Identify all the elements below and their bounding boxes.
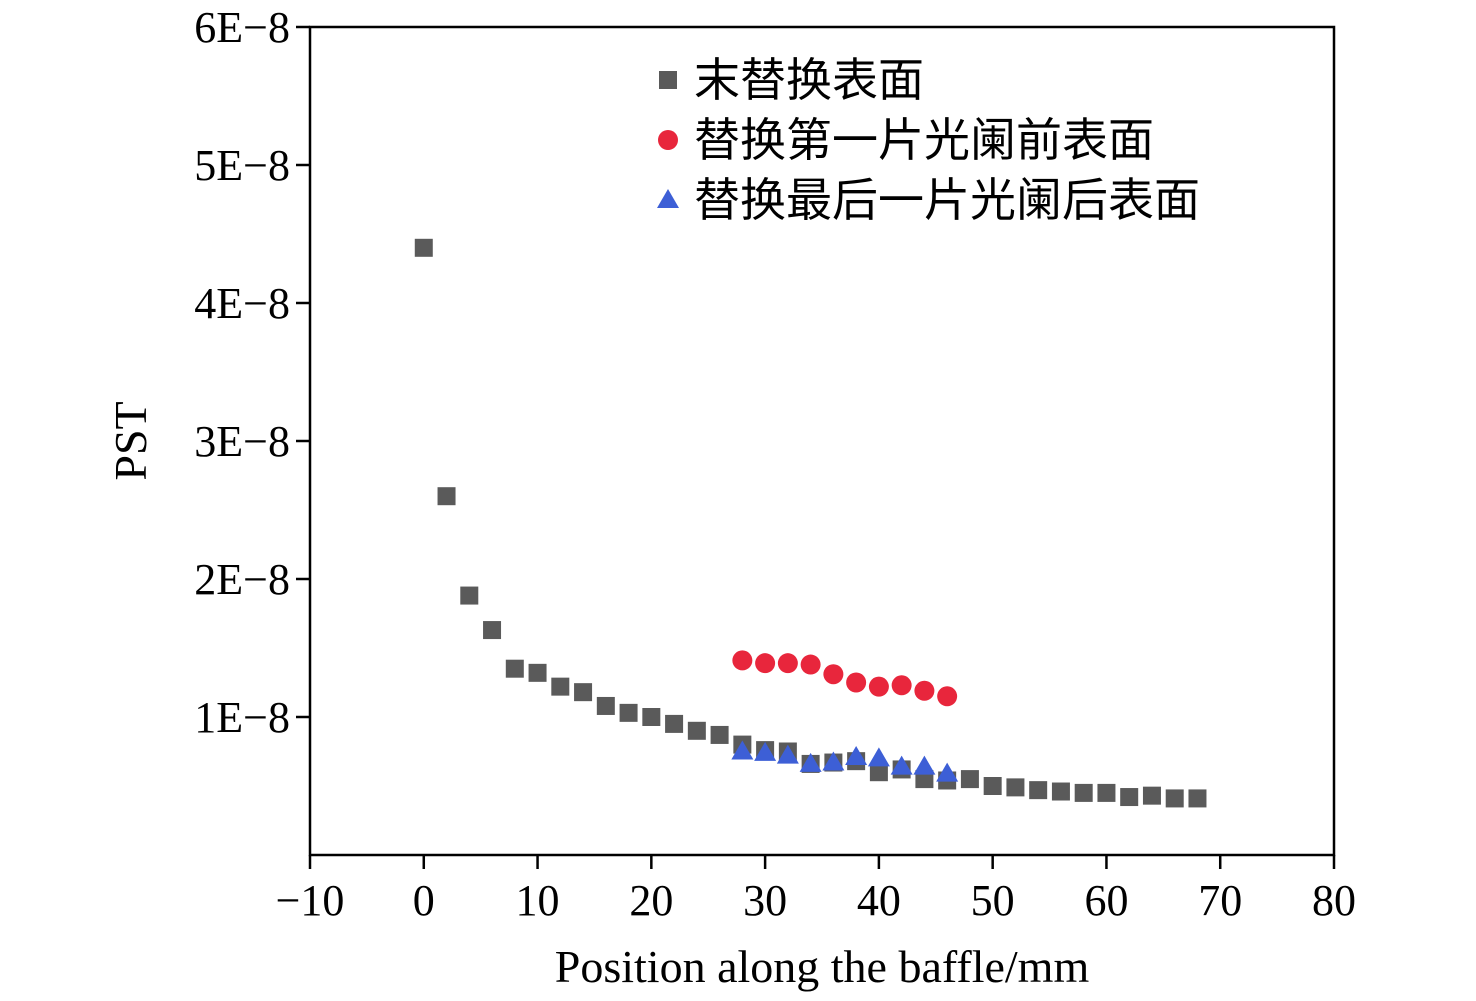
y-axis-ticks: 1E−8 2E−8 3E−8 4E−8 5E−8 6E−8: [194, 3, 310, 742]
series-1: [414, 238, 1207, 808]
y-tick-label: 6E−8: [194, 3, 290, 52]
square-point: [596, 696, 615, 715]
square-point: [437, 487, 456, 506]
circle-point: [732, 650, 753, 671]
legend-item: 替换第一片光阑前表面: [658, 113, 1154, 167]
square-point: [505, 659, 524, 678]
square-point: [574, 683, 593, 702]
square-point: [1165, 789, 1184, 808]
x-axis-ticks: −10 0 10 20 30 40 50 60 70 80: [276, 855, 1356, 925]
series-2: [732, 650, 958, 707]
x-tick-label: 50: [971, 876, 1015, 925]
square-point: [1051, 782, 1070, 801]
square-point: [551, 677, 570, 696]
circle-point: [891, 675, 912, 696]
legend-label: 末替换表面: [694, 53, 924, 107]
circle-point: [823, 664, 844, 685]
square-point: [460, 586, 479, 605]
series-3: [731, 740, 959, 782]
square-point: [665, 714, 684, 733]
square-point: [710, 725, 729, 744]
x-tick-label: 10: [516, 876, 560, 925]
x-tick-label: 30: [743, 876, 787, 925]
circle-point: [914, 680, 935, 701]
y-axis-title: PST: [105, 401, 156, 480]
square-point: [1074, 783, 1093, 802]
square-point: [1120, 788, 1139, 807]
circle-point: [846, 672, 867, 693]
x-tick-label: 0: [413, 876, 435, 925]
triangle-point: [776, 744, 799, 764]
square-point: [983, 777, 1002, 795]
x-axis-title: Position along the baffle/mm: [555, 941, 1090, 992]
square-point: [687, 721, 706, 740]
legend-marker: [657, 189, 679, 208]
x-tick-label: 60: [1084, 876, 1128, 925]
data-points: [414, 238, 1207, 808]
y-tick-label: 4E−8: [194, 279, 290, 328]
y-tick-label: 5E−8: [194, 141, 290, 190]
y-tick-label: 3E−8: [194, 417, 290, 466]
square-point: [483, 621, 502, 640]
y-tick-label: 1E−8: [194, 693, 290, 742]
legend-label: 替换最后一片光阑后表面: [694, 173, 1200, 227]
triangle-point: [754, 741, 777, 761]
triangle-point: [936, 762, 959, 782]
triangle-point: [913, 755, 936, 775]
circle-point: [777, 653, 798, 674]
legend-label: 替换第一片光阑前表面: [694, 113, 1154, 167]
triangle-point: [890, 755, 913, 775]
square-point: [1006, 778, 1025, 797]
square-point: [1029, 781, 1048, 800]
triangle-point: [867, 747, 890, 767]
y-tick-label: 2E−8: [194, 555, 290, 604]
triangle-point: [845, 746, 868, 766]
circle-point: [868, 676, 889, 697]
square-point: [528, 663, 547, 682]
circle-point: [755, 653, 776, 674]
x-tick-label: 40: [857, 876, 901, 925]
square-point: [642, 708, 661, 726]
legend-marker: [659, 71, 677, 89]
circle-point: [937, 686, 958, 707]
legend-marker: [658, 130, 678, 150]
square-point: [619, 703, 638, 722]
square-point: [869, 763, 888, 782]
legend-item: 替换最后一片光阑后表面: [657, 173, 1200, 227]
square-point: [1097, 783, 1116, 802]
x-tick-label: 80: [1312, 876, 1356, 925]
square-point: [414, 238, 433, 257]
x-tick-label: 20: [629, 876, 673, 925]
triangle-point: [799, 752, 822, 772]
square-point: [1142, 786, 1161, 805]
x-tick-label: 70: [1198, 876, 1242, 925]
legend-item: 末替换表面: [659, 53, 924, 107]
square-point: [1188, 789, 1207, 808]
triangle-point: [822, 751, 845, 771]
triangle-point: [731, 740, 754, 760]
x-tick-label: −10: [276, 876, 345, 925]
square-point: [960, 770, 979, 789]
circle-point: [800, 654, 821, 675]
